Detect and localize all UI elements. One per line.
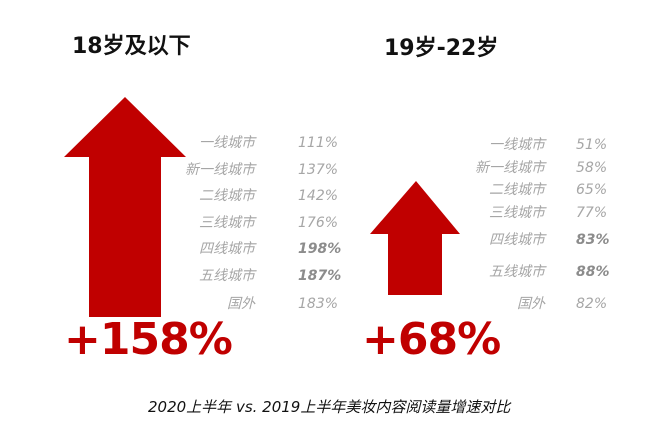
city-label: 四线城市: [489, 232, 545, 248]
chart-caption: 2020上半年 vs. 2019上半年美妆内容阅读量增速对比: [148, 398, 511, 416]
growth-value: 183%: [298, 296, 339, 312]
growth-value: 111%: [298, 135, 339, 151]
growth-value: 137%: [298, 162, 339, 178]
growth-value: 198%: [298, 241, 342, 257]
growth-value: 65%: [576, 182, 608, 198]
city-label: 新一线城市: [185, 162, 255, 178]
growth-value: 176%: [298, 215, 339, 231]
city-label: 二线城市: [489, 182, 545, 198]
growth-value: 83%: [576, 232, 610, 248]
growth-value: 82%: [576, 296, 608, 312]
city-label: 国外: [517, 296, 545, 312]
panel-title-under18: 18岁及以下: [72, 34, 191, 59]
city-label: 二线城市: [199, 188, 255, 204]
total-growth-19to22: +68%: [362, 314, 501, 365]
growth-value: 58%: [576, 160, 608, 176]
growth-value: 51%: [576, 137, 608, 153]
growth-value: 77%: [576, 205, 608, 221]
city-label: 五线城市: [199, 268, 255, 284]
city-label: 三线城市: [199, 215, 255, 231]
city-label: 一线城市: [199, 135, 255, 151]
growth-arrow-19to22: [370, 181, 460, 295]
growth-arrow-under18: [64, 97, 186, 317]
city-label: 四线城市: [199, 241, 255, 257]
city-label: 新一线城市: [475, 160, 545, 176]
city-label: 一线城市: [489, 137, 545, 153]
city-label: 国外: [227, 296, 255, 312]
growth-value: 187%: [298, 268, 342, 284]
city-label: 五线城市: [489, 264, 545, 280]
panel-title-19to22: 19岁-22岁: [384, 36, 499, 61]
growth-value: 88%: [576, 264, 610, 280]
growth-value: 142%: [298, 188, 339, 204]
city-label: 三线城市: [489, 205, 545, 221]
total-growth-under18: +158%: [64, 314, 233, 365]
